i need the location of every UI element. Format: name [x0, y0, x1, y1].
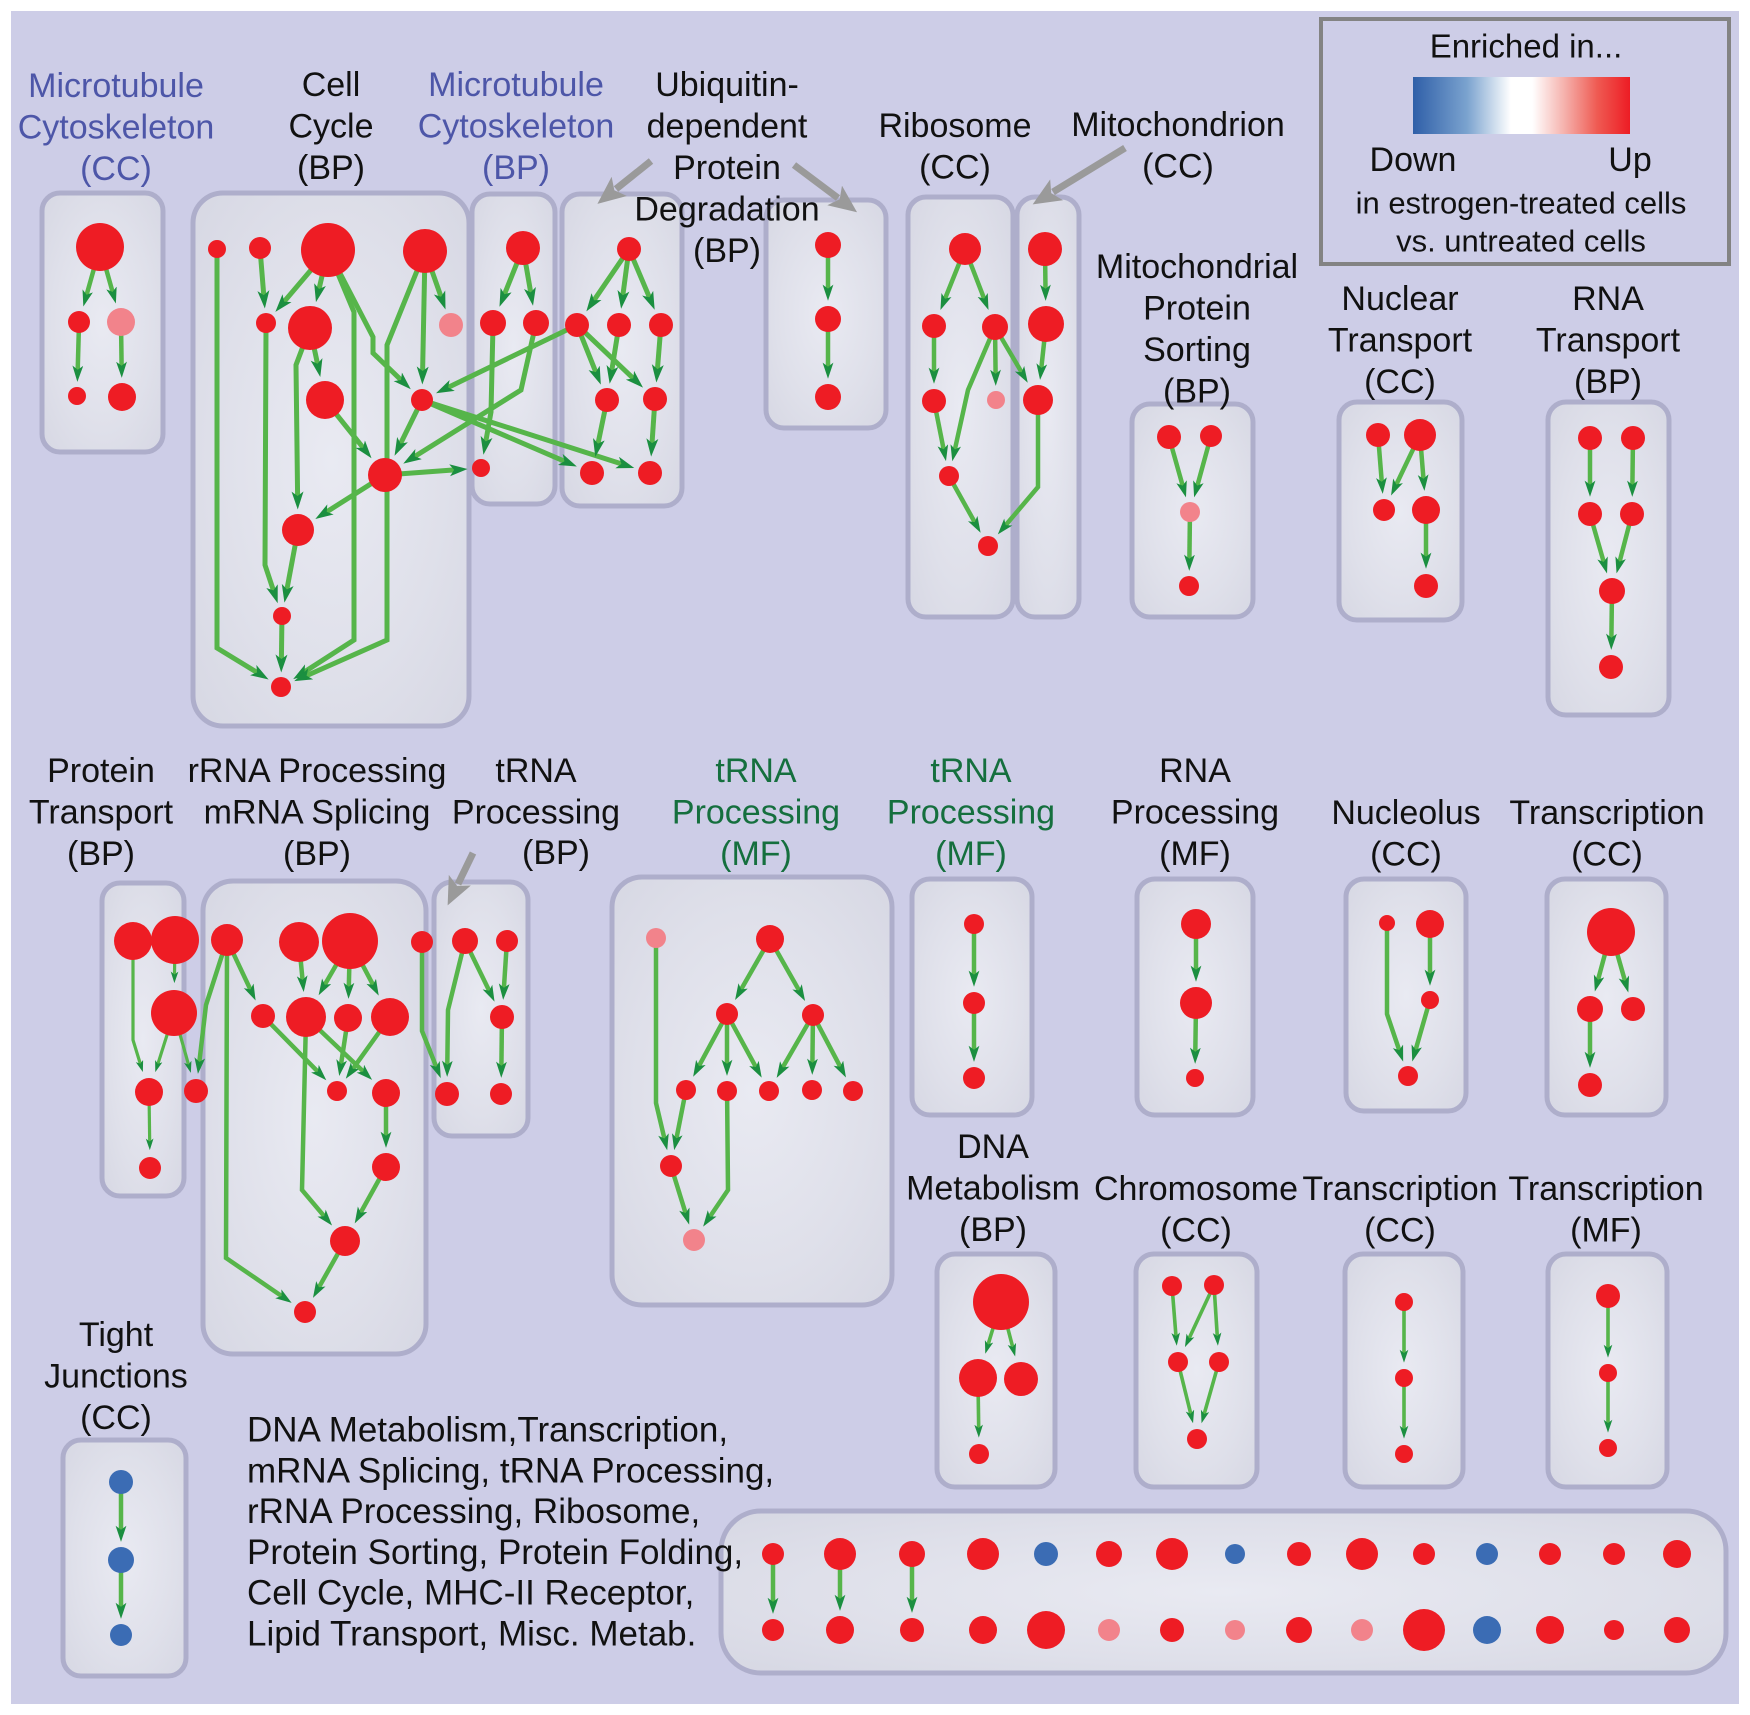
svg-text:Tight: Tight	[79, 1316, 154, 1354]
svg-text:(CC): (CC)	[1364, 363, 1436, 401]
svg-text:RNA: RNA	[1572, 280, 1644, 318]
svg-text:Sorting: Sorting	[1143, 331, 1251, 369]
svg-text:(MF): (MF)	[720, 835, 792, 873]
svg-text:Cycle: Cycle	[288, 108, 373, 146]
svg-text:Cytoskeleton: Cytoskeleton	[18, 109, 215, 147]
svg-text:Transcription: Transcription	[1508, 1170, 1703, 1208]
svg-text:(BP): (BP)	[693, 232, 761, 270]
svg-text:Degradation: Degradation	[634, 191, 819, 229]
svg-text:Cell Cycle, MHC-II Receptor,: Cell Cycle, MHC-II Receptor,	[247, 1574, 694, 1613]
svg-text:rRNA Processing, Ribosome,: rRNA Processing, Ribosome,	[247, 1492, 700, 1531]
svg-text:(MF): (MF)	[935, 835, 1007, 873]
svg-text:Ribosome: Ribosome	[878, 107, 1031, 145]
svg-text:Enriched in...: Enriched in...	[1430, 28, 1623, 65]
svg-text:dependent: dependent	[647, 108, 808, 146]
svg-text:(CC): (CC)	[1142, 148, 1214, 186]
svg-text:DNA: DNA	[957, 1128, 1029, 1166]
svg-text:Protein: Protein	[1143, 290, 1251, 328]
svg-text:Chromosome: Chromosome	[1094, 1170, 1298, 1208]
svg-text:Cell: Cell	[302, 66, 361, 104]
svg-text:(CC): (CC)	[1160, 1212, 1232, 1250]
svg-text:Mitochondrial: Mitochondrial	[1096, 248, 1298, 286]
svg-text:(CC): (CC)	[80, 150, 152, 188]
svg-text:Processing: Processing	[672, 794, 840, 832]
svg-text:tRNA: tRNA	[715, 752, 797, 790]
svg-text:Transport: Transport	[29, 794, 174, 832]
svg-text:(CC): (CC)	[919, 149, 991, 187]
svg-text:Ubiquitin-: Ubiquitin-	[655, 66, 799, 104]
svg-text:Transport: Transport	[1536, 322, 1681, 360]
svg-text:tRNA: tRNA	[930, 752, 1012, 790]
svg-text:(MF): (MF)	[1570, 1212, 1642, 1250]
svg-text:Junctions: Junctions	[44, 1358, 188, 1396]
svg-text:Microtubule: Microtubule	[428, 66, 604, 104]
svg-text:(CC): (CC)	[1364, 1212, 1436, 1250]
svg-text:Transport: Transport	[1328, 322, 1473, 360]
svg-text:Up: Up	[1608, 141, 1651, 179]
svg-text:Protein: Protein	[673, 149, 781, 187]
svg-text:(BP): (BP)	[482, 149, 550, 187]
svg-text:(CC): (CC)	[1370, 836, 1442, 874]
svg-text:Processing: Processing	[452, 794, 620, 832]
svg-text:mRNA Splicing: mRNA Splicing	[204, 794, 431, 832]
svg-text:Processing: Processing	[887, 794, 1055, 832]
svg-text:Metabolism: Metabolism	[906, 1170, 1080, 1208]
svg-text:Cytoskeleton: Cytoskeleton	[418, 108, 615, 146]
svg-text:(BP): (BP)	[1574, 363, 1642, 401]
svg-text:rRNA Processing: rRNA Processing	[188, 752, 447, 790]
svg-text:(BP): (BP)	[67, 835, 135, 873]
svg-text:Nuclear: Nuclear	[1341, 280, 1458, 318]
svg-text:tRNA: tRNA	[495, 752, 577, 790]
svg-text:Mitochondrion: Mitochondrion	[1071, 106, 1285, 144]
svg-text:in estrogen-treated cells: in estrogen-treated cells	[1356, 186, 1687, 221]
svg-text:Protein Sorting, Protein Foldi: Protein Sorting, Protein Folding,	[247, 1533, 743, 1572]
svg-text:Transcription: Transcription	[1302, 1170, 1497, 1208]
svg-text:(BP): (BP)	[522, 834, 590, 872]
svg-text:Processing: Processing	[1111, 794, 1279, 832]
svg-text:(MF): (MF)	[1159, 835, 1231, 873]
svg-text:Nucleolus: Nucleolus	[1331, 794, 1480, 832]
svg-text:(BP): (BP)	[959, 1211, 1027, 1249]
svg-text:Microtubule: Microtubule	[28, 67, 204, 105]
svg-text:RNA: RNA	[1159, 752, 1231, 790]
svg-text:(BP): (BP)	[1163, 373, 1231, 411]
svg-text:Lipid Transport, Misc. Metab.: Lipid Transport, Misc. Metab.	[247, 1615, 696, 1654]
svg-text:Down: Down	[1370, 141, 1457, 179]
svg-text:Protein: Protein	[47, 752, 155, 790]
svg-text:(CC): (CC)	[1571, 836, 1643, 874]
svg-text:(BP): (BP)	[297, 149, 365, 187]
svg-text:(BP): (BP)	[283, 835, 351, 873]
svg-text:vs. untreated cells: vs. untreated cells	[1396, 224, 1646, 259]
svg-text:DNA Metabolism,Transcription,: DNA Metabolism,Transcription,	[247, 1411, 728, 1450]
svg-text:(CC): (CC)	[80, 1399, 152, 1437]
svg-text:Transcription: Transcription	[1509, 794, 1704, 832]
svg-text:mRNA Splicing, tRNA Processing: mRNA Splicing, tRNA Processing,	[247, 1451, 774, 1490]
